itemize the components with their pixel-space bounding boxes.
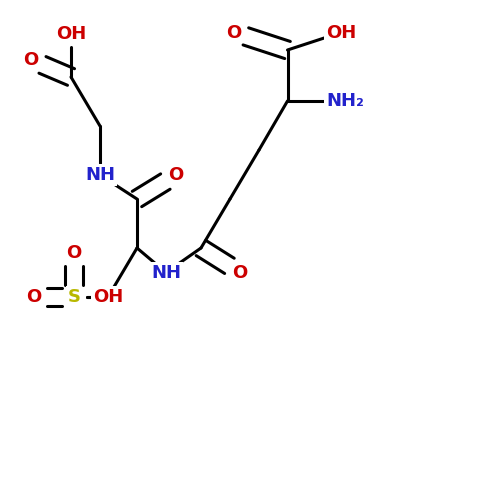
- Text: NH₂: NH₂: [326, 92, 364, 110]
- Text: O: O: [24, 51, 38, 69]
- Text: S: S: [68, 288, 80, 306]
- Text: OH: OH: [326, 24, 356, 42]
- Text: OH: OH: [93, 288, 123, 306]
- Text: OH: OH: [56, 25, 86, 43]
- Text: O: O: [168, 166, 184, 184]
- Text: O: O: [66, 244, 82, 262]
- Text: NH: NH: [85, 166, 115, 184]
- Text: O: O: [226, 24, 242, 42]
- Text: O: O: [26, 288, 42, 306]
- Text: O: O: [232, 264, 248, 281]
- Text: NH: NH: [151, 264, 181, 281]
